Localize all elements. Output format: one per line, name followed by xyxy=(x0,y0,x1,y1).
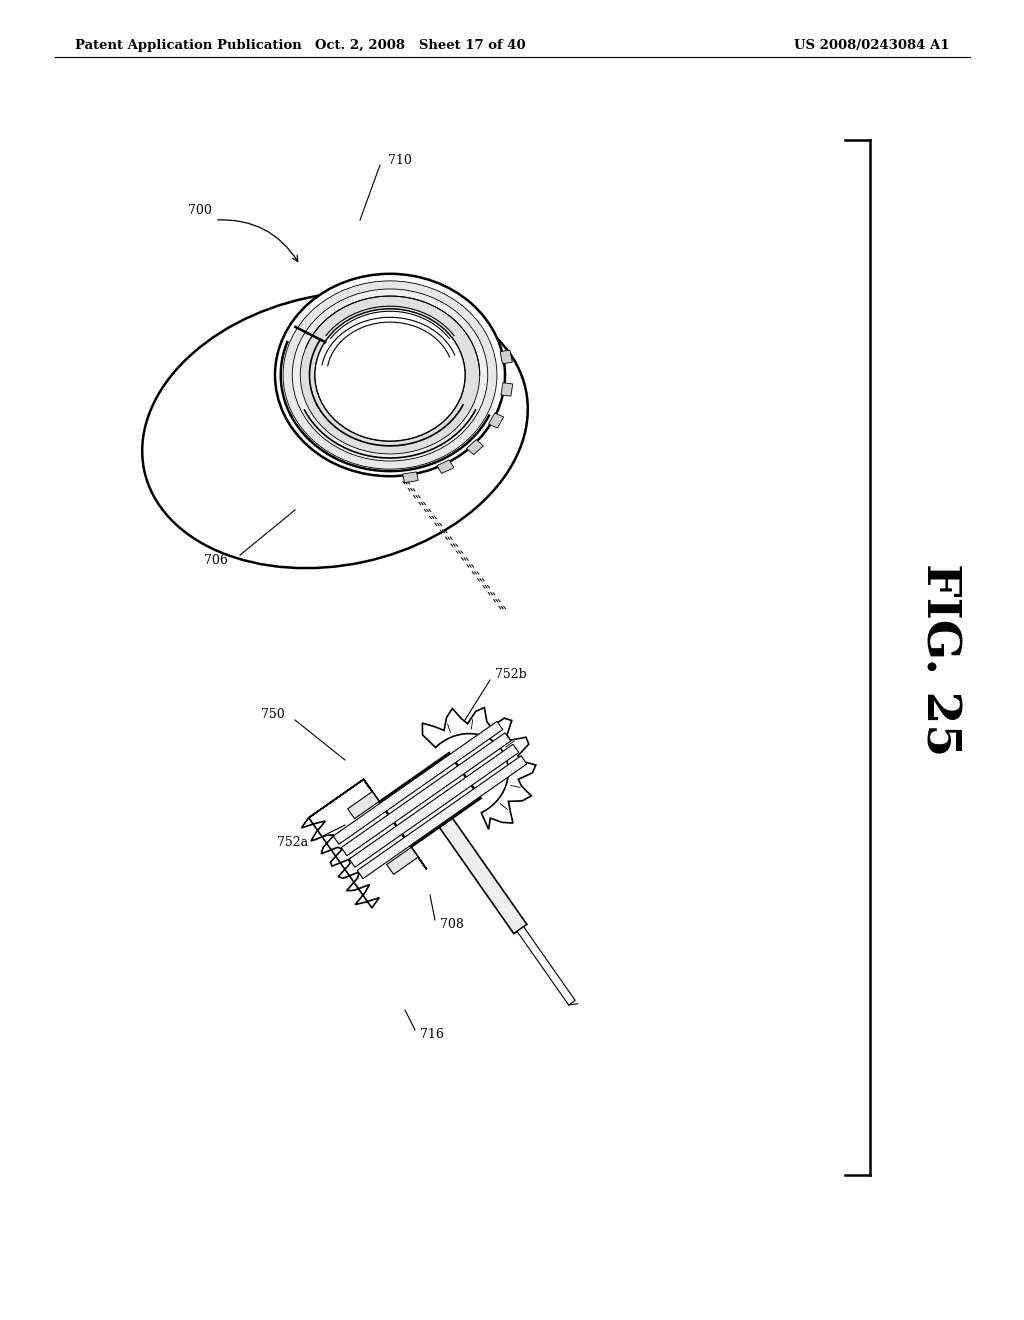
Text: Oct. 2, 2008   Sheet 17 of 40: Oct. 2, 2008 Sheet 17 of 40 xyxy=(314,38,525,51)
Ellipse shape xyxy=(283,281,497,469)
Polygon shape xyxy=(333,721,503,845)
Text: FIG. 25: FIG. 25 xyxy=(918,564,963,756)
Text: 752a: 752a xyxy=(276,837,308,850)
Polygon shape xyxy=(517,927,575,1005)
Text: 716: 716 xyxy=(420,1028,443,1041)
Text: Patent Application Publication: Patent Application Publication xyxy=(75,38,302,51)
Polygon shape xyxy=(501,383,513,396)
Polygon shape xyxy=(439,818,527,933)
Text: 706: 706 xyxy=(204,553,228,566)
Text: 752b: 752b xyxy=(495,668,526,681)
Polygon shape xyxy=(357,756,526,879)
Polygon shape xyxy=(380,754,480,847)
Polygon shape xyxy=(500,350,512,364)
Ellipse shape xyxy=(300,296,479,454)
Polygon shape xyxy=(349,744,519,867)
Polygon shape xyxy=(466,440,483,454)
Ellipse shape xyxy=(275,273,505,477)
Polygon shape xyxy=(488,413,504,428)
Polygon shape xyxy=(348,792,379,818)
Polygon shape xyxy=(422,708,536,829)
Text: 710: 710 xyxy=(388,153,412,166)
Text: 700: 700 xyxy=(188,203,212,216)
Polygon shape xyxy=(437,459,454,474)
Ellipse shape xyxy=(315,309,465,441)
Text: 708: 708 xyxy=(440,919,464,932)
Ellipse shape xyxy=(292,289,487,461)
Polygon shape xyxy=(341,733,511,855)
Polygon shape xyxy=(301,779,427,908)
Text: US 2008/0243084 A1: US 2008/0243084 A1 xyxy=(795,38,950,51)
Polygon shape xyxy=(387,847,418,874)
Ellipse shape xyxy=(315,309,465,441)
Text: 750: 750 xyxy=(261,709,285,722)
Polygon shape xyxy=(402,471,418,483)
